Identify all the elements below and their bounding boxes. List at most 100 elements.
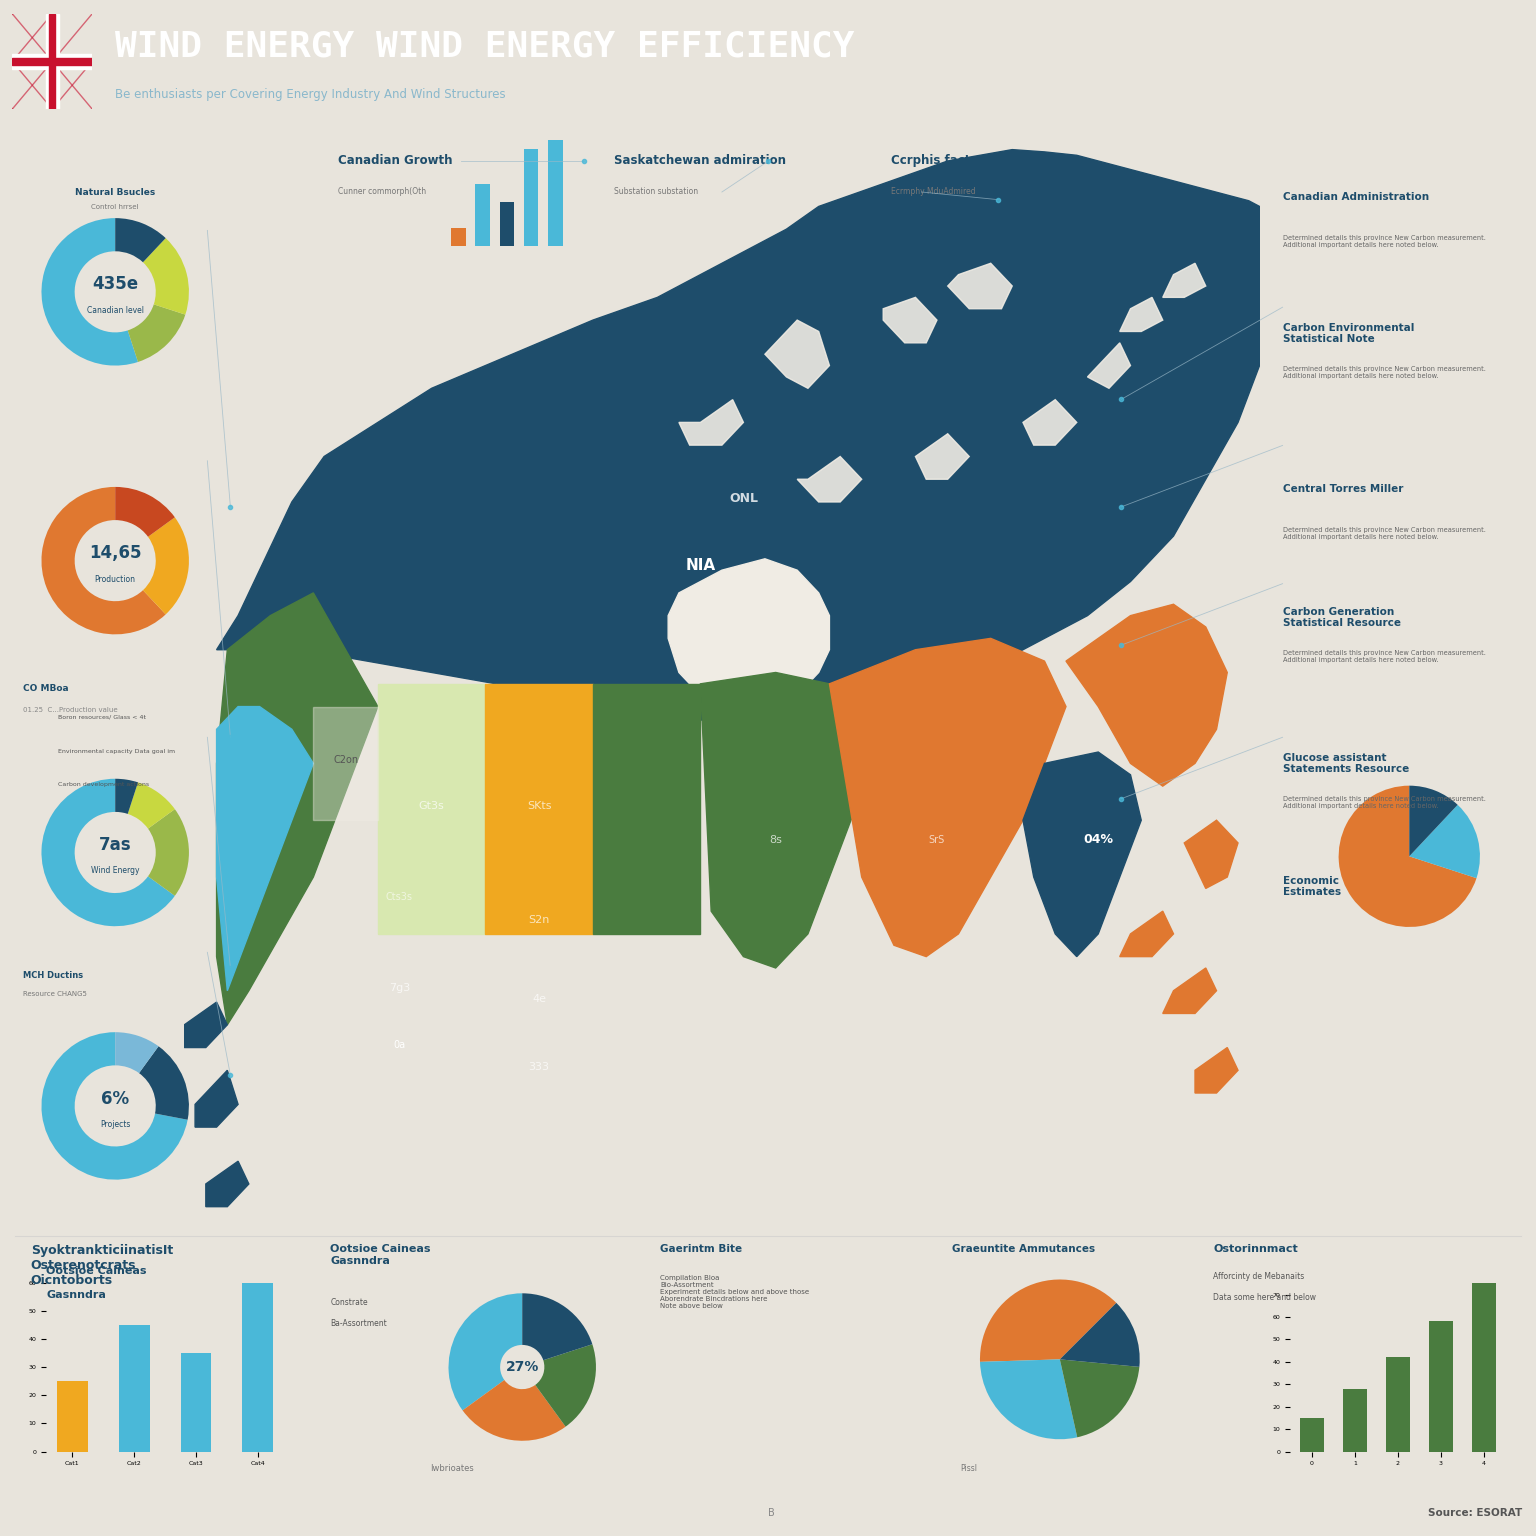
Text: SKts: SKts <box>527 800 551 811</box>
Wedge shape <box>147 809 189 895</box>
Text: Gt3s: Gt3s <box>419 800 444 811</box>
Text: ONL: ONL <box>730 492 757 505</box>
Polygon shape <box>1087 343 1130 389</box>
Text: Canadian Administration: Canadian Administration <box>1283 192 1428 203</box>
Text: S2n: S2n <box>528 914 550 925</box>
Text: 27%: 27% <box>505 1359 539 1375</box>
Text: Carbon Environmental
Statistical Note: Carbon Environmental Statistical Note <box>1283 323 1415 344</box>
Text: 8s: 8s <box>770 836 782 845</box>
Bar <box>12 54 92 69</box>
Polygon shape <box>1184 820 1238 888</box>
Bar <box>1385 1358 1410 1452</box>
Text: WIND ENERGY WIND ENERGY EFFICIENCY: WIND ENERGY WIND ENERGY EFFICIENCY <box>115 29 854 63</box>
Bar <box>1342 1389 1367 1452</box>
Bar <box>49 14 55 109</box>
Text: Saskatchewan admiration: Saskatchewan admiration <box>614 154 786 166</box>
Wedge shape <box>1060 1359 1140 1438</box>
Wedge shape <box>115 487 175 536</box>
Text: Resource CHANG5: Resource CHANG5 <box>23 991 88 997</box>
Wedge shape <box>143 238 189 315</box>
Polygon shape <box>797 456 862 502</box>
Text: 0a: 0a <box>393 1040 406 1049</box>
Bar <box>548 140 562 246</box>
Text: Environmental capacity Data goal im: Environmental capacity Data goal im <box>58 748 175 754</box>
Text: Gaerintm Bite: Gaerintm Bite <box>660 1244 742 1255</box>
Text: 435e: 435e <box>92 275 138 293</box>
Text: C2on: C2on <box>333 756 358 765</box>
Polygon shape <box>1163 968 1217 1014</box>
Text: Production: Production <box>95 574 135 584</box>
Text: MCH Ductins: MCH Ductins <box>23 971 83 980</box>
Polygon shape <box>1195 1048 1238 1094</box>
Polygon shape <box>829 639 1066 957</box>
Text: Control hrrsel: Control hrrsel <box>92 204 138 210</box>
Polygon shape <box>184 1001 227 1048</box>
Text: CO MBoa: CO MBoa <box>23 684 69 693</box>
Bar <box>46 14 58 109</box>
Text: Ootsioe Caineas
Gasnndra: Ootsioe Caineas Gasnndra <box>330 1244 430 1266</box>
Polygon shape <box>217 149 1260 740</box>
Wedge shape <box>41 218 138 366</box>
Polygon shape <box>700 673 883 968</box>
Polygon shape <box>679 399 743 445</box>
Text: Ecrmphy MduAdmired: Ecrmphy MduAdmired <box>891 187 975 197</box>
Text: 333: 333 <box>528 1063 550 1072</box>
Polygon shape <box>1066 604 1227 786</box>
Text: SyoktrankticiinatisIt
Osterenotcrats
Oicntoborts: SyoktrankticiinatisIt Osterenotcrats Oic… <box>31 1244 174 1287</box>
Text: Determined details this province New Carbon measurement.
Additional important de: Determined details this province New Car… <box>1283 527 1485 539</box>
Polygon shape <box>1120 911 1174 957</box>
Text: Iwbrioates: Iwbrioates <box>430 1464 473 1473</box>
Bar <box>1471 1283 1496 1452</box>
Wedge shape <box>115 1032 158 1074</box>
Polygon shape <box>195 1071 238 1127</box>
Text: NIA: NIA <box>685 558 716 573</box>
Text: Canadian level: Canadian level <box>86 306 144 315</box>
Bar <box>1428 1321 1453 1452</box>
Wedge shape <box>41 779 175 926</box>
Text: Compilation Bloa
Bio-Assortment
Experiment details below and above those
Aborend: Compilation Bloa Bio-Assortment Experime… <box>660 1275 809 1309</box>
Text: Determined details this province New Carbon measurement.
Additional important de: Determined details this province New Car… <box>1283 366 1485 378</box>
Text: 7as: 7as <box>98 836 132 854</box>
Bar <box>452 229 465 246</box>
Text: Natural Bsucles: Natural Bsucles <box>75 187 155 197</box>
Polygon shape <box>915 433 969 479</box>
Text: Ostorinnmact: Ostorinnmact <box>1213 1244 1298 1255</box>
Text: Graeuntite Ammutances: Graeuntite Ammutances <box>952 1244 1095 1255</box>
Wedge shape <box>449 1293 522 1410</box>
Wedge shape <box>115 218 166 263</box>
Wedge shape <box>1339 786 1476 926</box>
Text: Canadian Growth: Canadian Growth <box>338 154 453 166</box>
Polygon shape <box>378 684 485 934</box>
Text: 04%: 04% <box>1083 833 1114 846</box>
Polygon shape <box>217 593 378 1025</box>
Wedge shape <box>143 518 189 614</box>
Wedge shape <box>127 782 175 828</box>
Text: Constrate

Ba-Assortment: Constrate Ba-Assortment <box>330 1298 387 1327</box>
Wedge shape <box>1410 805 1479 879</box>
Polygon shape <box>668 559 829 707</box>
Wedge shape <box>127 304 186 362</box>
Text: Determined details this province New Carbon measurement.
Additional important de: Determined details this province New Car… <box>1283 650 1485 662</box>
Text: Cunner commorph(Oth: Cunner commorph(Oth <box>338 187 425 197</box>
Polygon shape <box>1120 298 1163 332</box>
Polygon shape <box>1163 263 1206 298</box>
Text: Cts3s: Cts3s <box>386 892 413 902</box>
Text: 7g3: 7g3 <box>389 983 410 992</box>
Wedge shape <box>980 1279 1117 1362</box>
Text: Carbon development actions: Carbon development actions <box>58 782 149 788</box>
Text: 6%: 6% <box>101 1089 129 1107</box>
Text: Ootsioe Caineas: Ootsioe Caineas <box>46 1266 146 1276</box>
Wedge shape <box>41 487 166 634</box>
Bar <box>475 184 490 246</box>
Bar <box>12 58 92 65</box>
Text: 14,65: 14,65 <box>89 544 141 562</box>
Text: Determined details this province New Carbon measurement.
Additional important de: Determined details this province New Car… <box>1283 796 1485 808</box>
Bar <box>243 1283 273 1452</box>
Polygon shape <box>485 684 593 934</box>
Text: Projects: Projects <box>100 1120 131 1129</box>
Text: Pissl: Pissl <box>960 1464 977 1473</box>
Polygon shape <box>1023 399 1077 445</box>
Wedge shape <box>462 1379 565 1441</box>
Text: Boron resources/ Glass < 4t: Boron resources/ Glass < 4t <box>58 714 146 720</box>
Text: 01.25  C...Production value: 01.25 C...Production value <box>23 707 118 713</box>
